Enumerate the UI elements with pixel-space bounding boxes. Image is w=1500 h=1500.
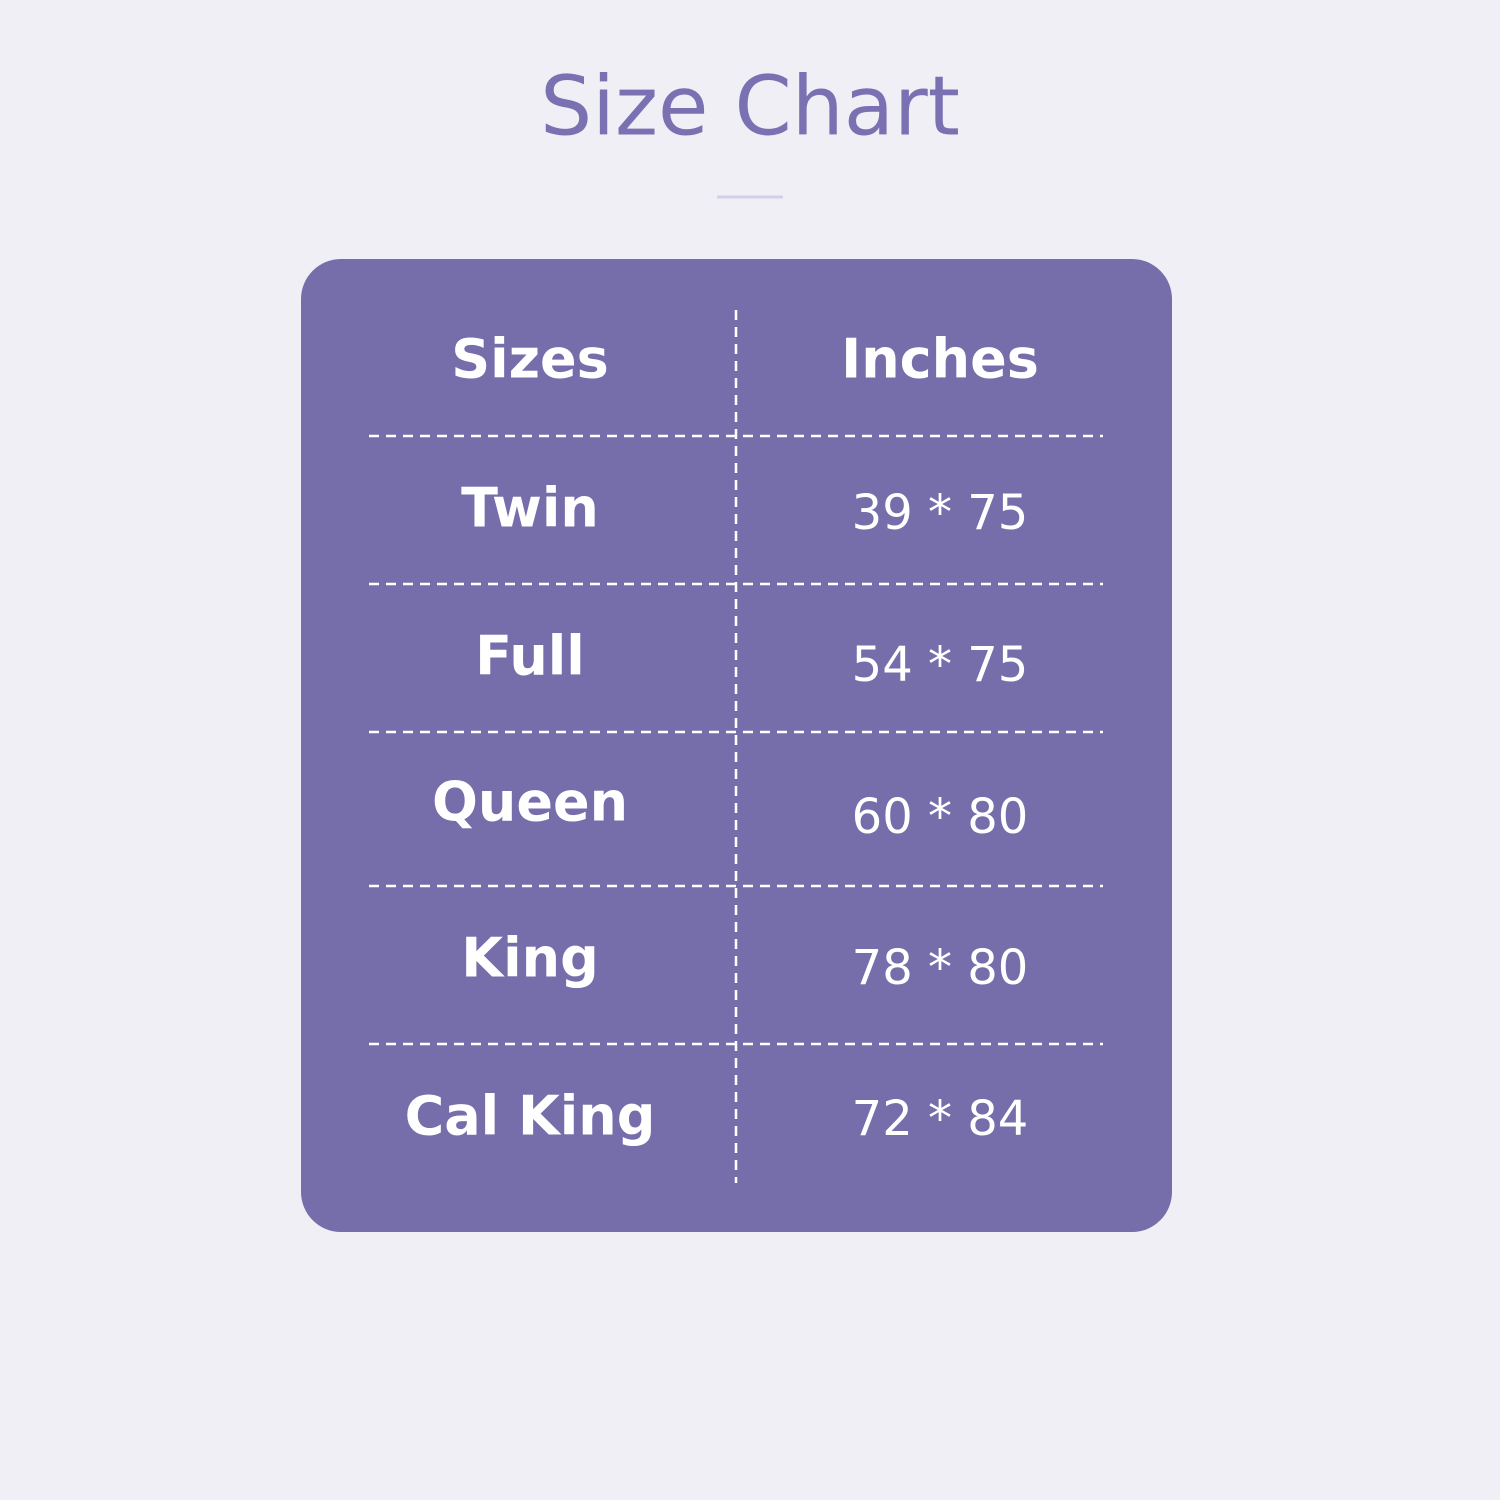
inches-cell: 54 * 75 bbox=[852, 637, 1029, 693]
inches-cell: 72 * 84 bbox=[852, 1091, 1029, 1147]
size-cell: King bbox=[461, 927, 598, 990]
header-cell: Sizes bbox=[451, 328, 609, 391]
size-cell: Queen bbox=[432, 771, 628, 834]
inches-cell: 78 * 80 bbox=[852, 940, 1029, 996]
inches-cell: 60 * 80 bbox=[852, 789, 1029, 845]
title: Size Chart bbox=[540, 59, 960, 154]
size-cell: Twin bbox=[461, 477, 599, 540]
table-card bbox=[301, 259, 1172, 1232]
size-cell: Cal King bbox=[405, 1085, 656, 1148]
size-cell: Full bbox=[475, 625, 585, 688]
inches-cell: 39 * 75 bbox=[852, 485, 1029, 541]
header-cell: Inches bbox=[841, 328, 1039, 391]
